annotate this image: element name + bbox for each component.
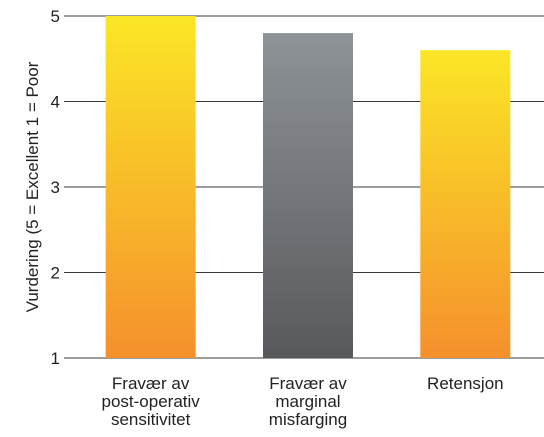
x-category-label-3: Retensjon bbox=[427, 374, 504, 393]
y-tick-label: 1 bbox=[51, 349, 60, 368]
y-tick-label: 4 bbox=[51, 93, 60, 112]
bar-1 bbox=[105, 16, 196, 358]
y-tick-label: 3 bbox=[51, 178, 60, 197]
y-tick-labels: 1 2 3 4 5 bbox=[51, 7, 60, 368]
x-category-label-line: Retensjon bbox=[427, 374, 504, 393]
bar-3 bbox=[420, 50, 511, 358]
x-category-label-line: marginal bbox=[275, 392, 340, 411]
x-category-label-line: sensitivitet bbox=[111, 410, 191, 429]
y-axis-label: Vurdering (5 = Excellent 1 = Poor bbox=[23, 61, 42, 312]
x-category-label-1: Fravær av post-operativ sensitivitet bbox=[102, 374, 201, 429]
bars bbox=[105, 16, 511, 358]
x-category-labels: Fravær av post-operativ sensitivitetFravær… bbox=[102, 374, 504, 429]
y-tick-label: 5 bbox=[51, 7, 60, 26]
x-category-label-line: Fravær av bbox=[269, 374, 347, 393]
x-category-label-line: Fravær av bbox=[112, 374, 190, 393]
x-category-label-line: misfarging bbox=[269, 410, 347, 429]
y-tick-label: 2 bbox=[51, 264, 60, 283]
x-category-label-2: Fravær av marginal misfarging bbox=[269, 374, 347, 429]
bar-2 bbox=[263, 33, 353, 358]
x-category-label-line: post-operativ bbox=[102, 392, 201, 411]
